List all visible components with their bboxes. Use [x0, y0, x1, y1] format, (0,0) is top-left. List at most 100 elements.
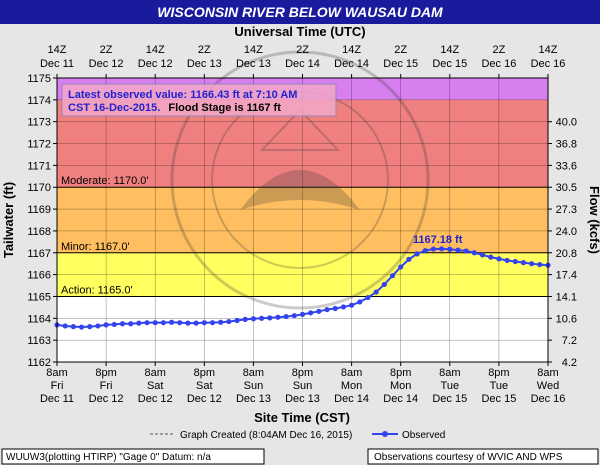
x-tick-day-label: Tue [490, 380, 509, 392]
peak-value-label: 1167.18 ft [413, 234, 463, 246]
chart-title: WISCONSIN RIVER BELOW WAUSAU DAM [157, 4, 443, 20]
observed-point [488, 254, 494, 260]
grid-lines [56, 77, 549, 363]
observed-point [537, 261, 543, 268]
y-tick-label-left: 1165 [27, 291, 51, 303]
observed-point [152, 320, 158, 326]
latest-value-annotation: Latest observed value: 1166.43 ft at 7:1… [61, 83, 337, 117]
y-tick-label-right: 30.5 [556, 182, 577, 194]
x-tick-time-label: 8pm [95, 367, 116, 379]
observed-point [299, 311, 306, 317]
x-tick-time-label: 8am [144, 367, 165, 379]
annotation-line1: Latest observed value: 1166.43 ft at 7:1… [68, 89, 297, 101]
x-tick-date-label: Dec 12 [89, 393, 124, 405]
observed-point [78, 324, 85, 330]
x-tick-day-label: Fri [100, 380, 113, 392]
y-axis-right-title: Flow (kcfs) [587, 186, 600, 254]
observed-point [381, 281, 387, 288]
x-top-date-label: Dec 15 [432, 58, 467, 70]
observed-point [308, 310, 314, 316]
y-tick-label-left: 1163 [27, 335, 51, 347]
x-top-time-label: 14Z [539, 44, 558, 56]
y-tick-label-left: 1171 [27, 160, 51, 172]
observed-point [463, 248, 469, 254]
x-tick-time-label: 8am [439, 367, 460, 379]
x-tick-time-label: 8am [243, 367, 264, 379]
observed-point [226, 318, 232, 325]
y-axis-left: 1162 1163 1164 1165 1166 1167 1168 1169 1170 1171… [27, 73, 57, 369]
observed-point [119, 321, 126, 327]
x-tick-day-label: Fri [51, 380, 64, 392]
y-tick-label-left: 1164 [27, 313, 51, 325]
annotation-line2: CST 16-Dec-2015. Flood Stage is 1167 ft [68, 102, 281, 114]
annotation-box [61, 83, 337, 117]
observed-point [234, 317, 240, 324]
observed-point [512, 258, 518, 265]
observed-point [193, 320, 199, 326]
observed-point [103, 322, 109, 328]
y-tick-label-left: 1170 [27, 182, 51, 194]
observed-point [332, 305, 338, 312]
x-top-date-label: Dec 14 [285, 58, 320, 70]
observed-point [144, 320, 150, 326]
x-top-time-label: 2Z [198, 44, 211, 56]
observed-point [95, 323, 101, 329]
x-tick-date-label: Dec 13 [285, 393, 320, 405]
x-top-date-label: Dec 12 [138, 58, 173, 70]
observed-point [365, 294, 371, 301]
y-tick-label-left: 1167 [27, 248, 51, 260]
x-top-date-label: Dec 14 [334, 58, 369, 70]
y-tick-label-right: 27.3 [556, 204, 577, 216]
y-axis-left-title: Tailwater (ft) [1, 182, 16, 258]
x-tick-date-label: Dec 13 [236, 393, 271, 405]
x-top-time-label: 2Z [394, 44, 407, 56]
observed-point [373, 289, 379, 295]
y-tick-label-left: 1168 [27, 226, 51, 238]
observed-point [275, 314, 281, 320]
observed-point [177, 320, 183, 326]
flood-category-labels: Moderate: 1170.0' Minor: 1167.0' Action: 1… [61, 175, 149, 296]
x-tick-date-label: Dec 12 [187, 393, 222, 405]
x-tick-day-label: Sun [293, 380, 313, 392]
y-tick-label-right: 33.6 [556, 160, 577, 172]
observed-point [267, 315, 273, 321]
x-tick-day-label: Wed [537, 380, 559, 392]
observed-point [471, 250, 477, 256]
observed-point [496, 256, 502, 262]
observed-point [529, 261, 535, 267]
x-tick-time-label: 8pm [488, 367, 509, 379]
legend-graph-created-label: Graph Created (8:04AM Dec 16, 2015) [180, 430, 352, 441]
x-tick-day-label: Sat [196, 380, 213, 392]
x-top-time-label: 14Z [48, 44, 67, 56]
observed-point [218, 319, 224, 325]
x-top-time-label: 2Z [296, 44, 309, 56]
y-tick-label-left: 1172 [27, 139, 51, 151]
observed-point [111, 321, 117, 328]
observed-point [430, 246, 437, 252]
annotation-line2-flood: Flood Stage is 1167 ft [168, 102, 281, 114]
x-top-date-label: Dec 12 [89, 58, 124, 70]
x-tick-time-label: 8am [341, 367, 362, 379]
x-tick-date-label: Dec 16 [531, 393, 566, 405]
observed-point [160, 320, 166, 326]
observed-point [136, 320, 142, 326]
x-axis-top: 14Z Dec 11 2Z Dec 12 14Z Dec 12 2Z Dec 13 14Z Dec… [40, 44, 565, 78]
y-tick-label-left: 1174 [27, 95, 51, 107]
top-axis-title: Universal Time (UTC) [234, 24, 365, 39]
observed-point [340, 304, 347, 310]
x-tick-time-label: 8am [537, 367, 558, 379]
y-tick-label-right: 10.6 [556, 313, 577, 325]
x-top-date-label: Dec 11 [40, 58, 74, 70]
x-tick-date-label: Dec 12 [138, 393, 173, 405]
legend-observed-label: Observed [402, 430, 445, 441]
footer-right-text: Observations courtesy of WVIC AND WPS [374, 452, 563, 463]
observed-point [291, 313, 297, 319]
category-label-minor: Minor: 1167.0' [61, 241, 130, 253]
observed-point [455, 247, 461, 253]
x-tick-time-label: 8am [46, 367, 67, 379]
legend-observed-marker [382, 431, 388, 437]
y-tick-label-right: 7.2 [562, 335, 577, 347]
observed-point [520, 260, 527, 266]
x-tick-time-label: 8pm [194, 367, 215, 379]
